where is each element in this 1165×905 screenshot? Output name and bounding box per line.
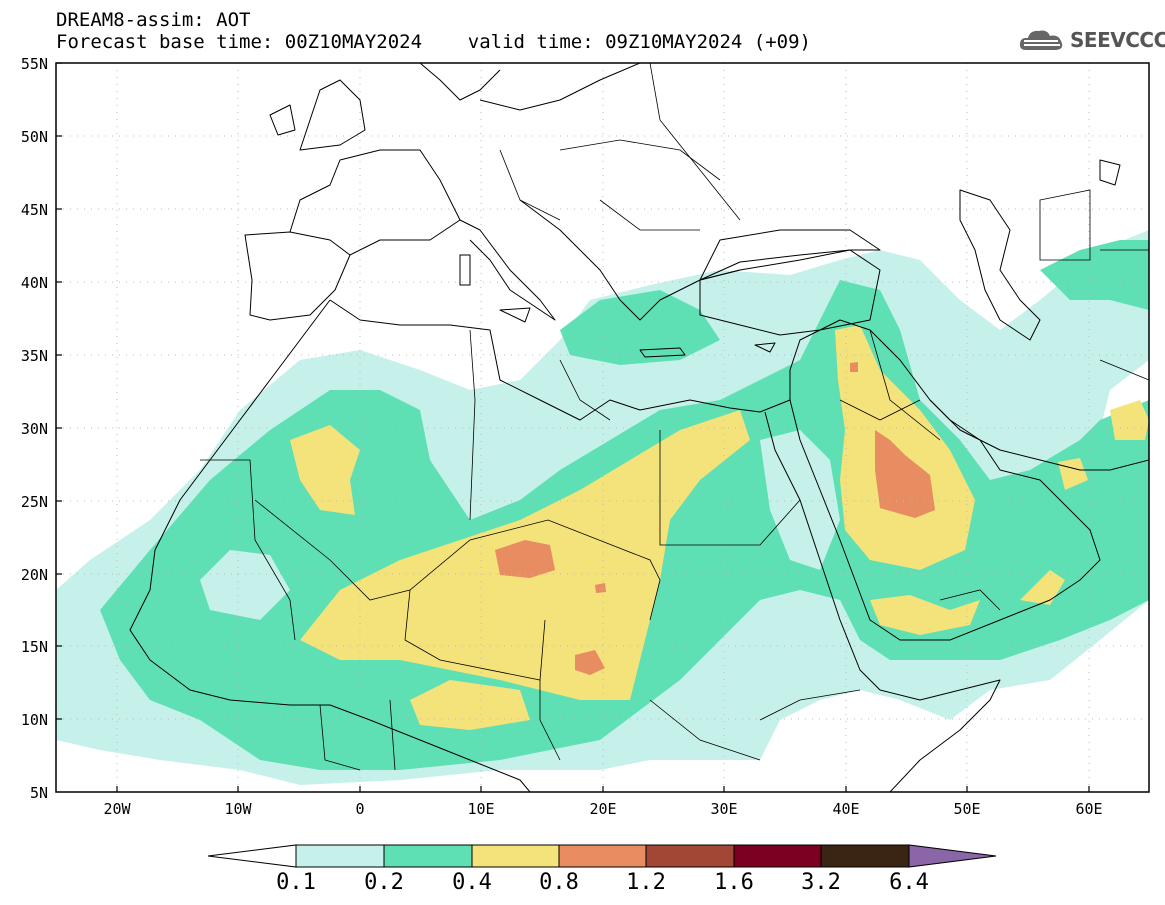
lon-label: 10E <box>467 800 495 818</box>
coastline-caspian <box>959 189 1041 341</box>
colorbar-label: 0.1 <box>276 870 316 895</box>
colorbar-swatch-0.8 <box>558 844 647 868</box>
aot-contour-0.4 <box>835 325 975 570</box>
lon-label: 30E <box>710 800 738 818</box>
coastline-crete <box>639 347 686 358</box>
lat-label: 30N <box>20 420 48 438</box>
lon-label: 20E <box>589 800 617 818</box>
coastline-france <box>289 149 461 256</box>
lon-label: 10W <box>224 800 252 818</box>
colorbar-label: 0.4 <box>452 870 492 895</box>
coastline-africa-west <box>129 299 531 792</box>
aot-field <box>56 230 1149 785</box>
aot-contour-0.4 <box>290 425 360 515</box>
coastline-aral <box>1099 159 1121 186</box>
logo-text: SEEVCCC <box>1070 28 1165 52</box>
coastline-sardinia <box>459 254 471 286</box>
aot-contour-0.8 <box>875 430 935 518</box>
colorbar-swatch-1.6 <box>733 844 822 868</box>
aot-contour-0.8 <box>495 540 555 578</box>
coastline-iran <box>929 399 1149 471</box>
lat-label: 15N <box>20 638 48 656</box>
lat-label: 35N <box>20 347 48 365</box>
coastline-balkans <box>519 199 741 321</box>
map-title: DREAM8-assim: AOT <box>56 9 251 31</box>
cloud-icon <box>1019 30 1063 50</box>
lat-label: 55N <box>20 55 48 73</box>
coastline-cyprus <box>754 342 776 353</box>
colorbar-swatch-1.2 <box>645 844 735 868</box>
coastline-maghreb <box>329 299 791 421</box>
coastline-baltic <box>479 63 641 111</box>
colorbar-label: 0.2 <box>364 870 404 895</box>
aot-contour-0.8 <box>595 583 606 593</box>
seevccc-logo: SEEVCCC <box>1018 26 1165 54</box>
colorbar-swatch-0.4 <box>471 844 560 868</box>
axis-ticks <box>56 62 1090 792</box>
colorbar-label: 1.2 <box>626 870 666 895</box>
aot-contour-0.4 <box>1020 570 1065 605</box>
aot-contour-0.8 <box>575 650 605 675</box>
colorbar-low-arrow <box>207 844 297 868</box>
graticule <box>56 63 1149 792</box>
aot-contour-0.4 <box>870 595 980 635</box>
coastline-iberia <box>244 231 351 321</box>
lon-label: 50E <box>953 800 981 818</box>
colorbar-label: 1.6 <box>714 870 754 895</box>
aot-contour-0.2 <box>560 290 720 365</box>
lat-label: 25N <box>20 493 48 511</box>
colorbar-high-arrow <box>908 844 997 868</box>
lon-label: 40E <box>832 800 860 818</box>
lat-label: 20N <box>20 566 48 584</box>
coastline-ireland <box>269 104 296 136</box>
colorbar-label: 3.2 <box>801 870 841 895</box>
coastline-horn <box>879 679 1001 792</box>
aot-contour-0.2 <box>1040 240 1149 310</box>
aot-contour-0.4 <box>410 680 530 730</box>
lat-label: 50N <box>20 128 48 146</box>
borders <box>200 63 1149 771</box>
lat-label: 10N <box>20 711 48 729</box>
lat-label: 5N <box>29 784 48 802</box>
colorbar-swatch-0.1 <box>295 844 385 868</box>
colorbar-swatch-3.2 <box>820 844 910 868</box>
coastline-britain <box>299 79 366 151</box>
lon-label: 20W <box>103 800 131 818</box>
aot-contour-0.4 <box>1110 400 1149 440</box>
coastline-italy <box>459 219 556 321</box>
colorbar-label: 0.8 <box>539 870 579 895</box>
coastline-turkey <box>699 249 881 336</box>
coastlines <box>129 63 1149 792</box>
colorbar-swatch-0.2 <box>383 844 473 868</box>
colorbar-label: 6.4 <box>889 870 929 895</box>
lon-label: 0 <box>355 800 365 818</box>
coastline-red-sea <box>764 411 881 691</box>
lat-label: 40N <box>20 274 48 292</box>
lon-label: 60E <box>1075 800 1103 818</box>
forecast-time-line: Forecast base time: 00Z10MAY2024 valid t… <box>56 31 811 53</box>
colorbar <box>207 844 997 868</box>
aot-contour-0.8 <box>850 362 858 372</box>
coastline-sicily <box>499 307 531 323</box>
coastline-scandinavia <box>419 63 501 101</box>
coastline-black-sea <box>699 229 881 281</box>
lat-label: 45N <box>20 201 48 219</box>
